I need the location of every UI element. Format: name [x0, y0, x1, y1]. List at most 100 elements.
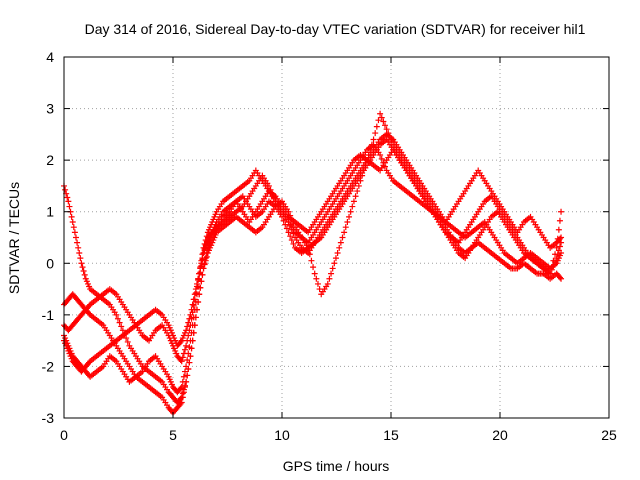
data-point — [553, 244, 560, 251]
data-point — [72, 234, 79, 241]
x-tick-label: 25 — [601, 427, 617, 443]
data-point — [79, 264, 86, 271]
data-point — [352, 193, 359, 200]
data-point — [74, 239, 81, 246]
data-point — [341, 229, 348, 236]
data-point — [70, 224, 77, 231]
data-point — [380, 118, 387, 125]
data-point — [377, 151, 384, 158]
data-point — [308, 257, 315, 264]
data-point — [550, 257, 557, 264]
data-point — [555, 226, 562, 233]
x-axis-label: GPS time / hours — [283, 458, 390, 474]
data-point — [285, 208, 292, 215]
data-point — [305, 244, 312, 251]
data-point — [192, 286, 199, 293]
data-point — [337, 239, 344, 246]
data-point — [373, 123, 380, 130]
data-point — [124, 338, 131, 345]
y-tick-label: 1 — [46, 204, 54, 220]
data-point — [313, 275, 320, 282]
data-point — [193, 306, 200, 313]
data-point — [114, 315, 121, 322]
data-point — [354, 188, 361, 195]
data-point — [190, 302, 197, 309]
data-point — [202, 257, 209, 264]
y-tick-label: 0 — [46, 255, 54, 271]
data-point — [326, 275, 333, 282]
data-point — [556, 217, 563, 224]
data-point — [198, 278, 205, 285]
data-point — [378, 155, 385, 162]
data-point — [77, 255, 84, 262]
data-point — [339, 234, 346, 241]
data-point — [556, 274, 563, 281]
data-point — [342, 224, 349, 231]
data-point — [548, 264, 555, 271]
data-point — [195, 275, 202, 282]
data-point — [310, 264, 317, 271]
data-point — [80, 268, 87, 275]
data-point — [183, 378, 190, 385]
data-point — [329, 265, 336, 272]
y-tick-label: 3 — [46, 101, 54, 117]
data-point — [288, 216, 295, 223]
data-point — [188, 345, 195, 352]
data-point — [68, 213, 75, 220]
series-track-5 — [61, 110, 565, 406]
data-point — [187, 311, 194, 318]
y-tick-label: -3 — [42, 410, 55, 426]
data-point — [359, 172, 366, 179]
data-point — [183, 327, 190, 334]
data-point — [71, 229, 78, 236]
x-tick-labels: 0 5 10 15 20 25 — [60, 427, 617, 443]
axis-ticks — [63, 56, 610, 419]
data-point — [370, 136, 377, 143]
data-point — [290, 240, 297, 247]
data-point — [180, 350, 187, 357]
data-point — [350, 198, 357, 205]
data-point — [336, 244, 343, 251]
data-series — [61, 110, 565, 416]
plot-frame — [63, 56, 610, 419]
data-point — [186, 359, 193, 366]
data-point — [64, 194, 71, 201]
data-point — [189, 301, 196, 308]
data-point — [190, 296, 197, 303]
data-point — [185, 319, 192, 326]
y-tick-label: -1 — [42, 307, 55, 323]
data-point — [197, 284, 204, 291]
data-point — [203, 253, 210, 260]
data-point — [196, 270, 203, 277]
data-point — [547, 270, 554, 277]
y-tick-labels: -3 -2 -1 0 1 2 3 4 — [42, 49, 55, 426]
data-point — [368, 141, 375, 148]
data-point — [382, 122, 389, 129]
data-point — [365, 151, 372, 158]
data-point — [177, 385, 184, 392]
y-tick-label: -2 — [42, 358, 55, 374]
data-point — [191, 322, 198, 329]
data-point — [185, 366, 192, 373]
x-tick-label: 20 — [492, 427, 508, 443]
data-point — [357, 177, 364, 184]
data-point — [290, 230, 297, 237]
data-point — [62, 186, 69, 193]
data-point — [69, 219, 76, 226]
data-point — [178, 394, 185, 401]
data-point — [287, 212, 294, 219]
data-point — [178, 358, 185, 365]
data-point — [554, 235, 561, 242]
data-point — [331, 260, 338, 267]
data-point — [362, 162, 369, 169]
data-point — [285, 219, 292, 226]
data-point — [328, 270, 335, 277]
data-point — [190, 329, 197, 336]
data-point — [553, 255, 560, 262]
data-point — [558, 275, 565, 282]
data-point — [75, 244, 82, 251]
data-point — [192, 314, 199, 321]
data-point — [186, 315, 193, 322]
x-tick-label: 0 — [60, 427, 68, 443]
data-point — [180, 386, 187, 393]
